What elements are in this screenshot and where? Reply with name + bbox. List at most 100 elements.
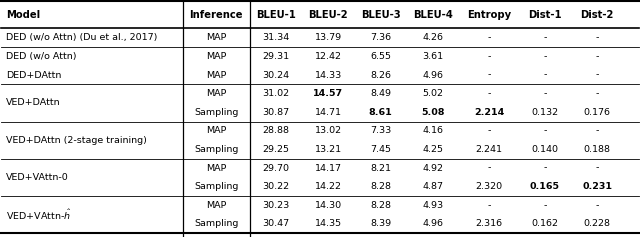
Text: 0.176: 0.176 [584, 108, 611, 117]
Text: 0.188: 0.188 [584, 145, 611, 154]
Text: Sampling: Sampling [194, 108, 239, 117]
Text: -: - [543, 126, 547, 135]
Text: 4.87: 4.87 [422, 182, 444, 191]
Text: -: - [543, 71, 547, 80]
Text: 14.35: 14.35 [315, 219, 342, 228]
Text: Model: Model [6, 9, 40, 20]
Text: -: - [543, 89, 547, 98]
Text: 2.316: 2.316 [476, 219, 502, 228]
Text: -: - [595, 201, 599, 210]
Text: 0.162: 0.162 [531, 219, 558, 228]
Text: -: - [487, 89, 491, 98]
Text: 2.320: 2.320 [476, 182, 502, 191]
Text: 28.88: 28.88 [262, 126, 289, 135]
Text: 0.231: 0.231 [582, 182, 612, 191]
Text: -: - [543, 33, 547, 42]
Text: 5.08: 5.08 [421, 108, 445, 117]
Text: 0.228: 0.228 [584, 219, 611, 228]
Text: -: - [543, 201, 547, 210]
Text: -: - [487, 126, 491, 135]
Text: 7.45: 7.45 [370, 145, 391, 154]
Text: BLEU-1: BLEU-1 [256, 9, 296, 20]
Text: 7.33: 7.33 [370, 126, 391, 135]
Text: -: - [595, 164, 599, 173]
Text: 13.02: 13.02 [315, 126, 342, 135]
Text: Sampling: Sampling [194, 219, 239, 228]
Text: 14.71: 14.71 [315, 108, 342, 117]
Text: 31.02: 31.02 [262, 89, 289, 98]
Text: -: - [487, 164, 491, 173]
Text: 4.92: 4.92 [422, 164, 444, 173]
Text: 8.39: 8.39 [370, 219, 391, 228]
Text: -: - [487, 33, 491, 42]
Text: 8.26: 8.26 [370, 71, 391, 80]
Text: Dist-1: Dist-1 [528, 9, 562, 20]
Text: 29.70: 29.70 [262, 164, 289, 173]
Text: DED (w/o Attn): DED (w/o Attn) [6, 52, 76, 61]
Text: 4.93: 4.93 [422, 201, 444, 210]
Text: -: - [487, 52, 491, 61]
Text: 29.25: 29.25 [262, 145, 289, 154]
Text: 14.33: 14.33 [315, 71, 342, 80]
Text: 4.96: 4.96 [422, 219, 444, 228]
Text: 6.55: 6.55 [370, 52, 391, 61]
Text: 14.57: 14.57 [313, 89, 344, 98]
Text: 31.34: 31.34 [262, 33, 289, 42]
Text: 3.61: 3.61 [422, 52, 444, 61]
Text: 5.02: 5.02 [422, 89, 444, 98]
Text: Inference: Inference [189, 9, 243, 20]
Text: 4.96: 4.96 [422, 71, 444, 80]
Text: 8.21: 8.21 [370, 164, 391, 173]
Text: 14.17: 14.17 [315, 164, 342, 173]
Text: 0.140: 0.140 [531, 145, 558, 154]
Text: VED+DAttn: VED+DAttn [6, 98, 60, 107]
Text: 0.132: 0.132 [531, 108, 558, 117]
Text: Dist-2: Dist-2 [580, 9, 614, 20]
Text: 4.25: 4.25 [422, 145, 444, 154]
Text: 2.214: 2.214 [474, 108, 504, 117]
Text: Sampling: Sampling [194, 145, 239, 154]
Text: 30.87: 30.87 [262, 108, 289, 117]
Text: -: - [595, 126, 599, 135]
Text: 30.47: 30.47 [262, 219, 289, 228]
Text: 2.241: 2.241 [476, 145, 502, 154]
Text: 4.16: 4.16 [422, 126, 444, 135]
Text: 7.36: 7.36 [370, 33, 391, 42]
Text: MAP: MAP [206, 164, 227, 173]
Text: BLEU-3: BLEU-3 [361, 9, 401, 20]
Text: -: - [487, 201, 491, 210]
Text: 30.24: 30.24 [262, 71, 289, 80]
Text: MAP: MAP [206, 89, 227, 98]
Text: -: - [487, 71, 491, 80]
Text: 30.23: 30.23 [262, 201, 289, 210]
Text: 13.79: 13.79 [315, 33, 342, 42]
Text: VED+DAttn (2-stage training): VED+DAttn (2-stage training) [6, 136, 147, 145]
Text: 13.21: 13.21 [315, 145, 342, 154]
Text: 14.22: 14.22 [315, 182, 342, 191]
Text: 29.31: 29.31 [262, 52, 289, 61]
Text: -: - [595, 71, 599, 80]
Text: 0.165: 0.165 [530, 182, 560, 191]
Text: 12.42: 12.42 [315, 52, 342, 61]
Text: MAP: MAP [206, 71, 227, 80]
Text: -: - [543, 164, 547, 173]
Text: 14.30: 14.30 [315, 201, 342, 210]
Text: MAP: MAP [206, 201, 227, 210]
Text: -: - [595, 89, 599, 98]
Text: 8.61: 8.61 [369, 108, 392, 117]
Text: MAP: MAP [206, 33, 227, 42]
Text: -: - [595, 33, 599, 42]
Text: VED+VAttn-$\hat{h}$: VED+VAttn-$\hat{h}$ [6, 207, 71, 222]
Text: BLEU-2: BLEU-2 [308, 9, 348, 20]
Text: MAP: MAP [206, 126, 227, 135]
Text: BLEU-4: BLEU-4 [413, 9, 453, 20]
Text: 8.49: 8.49 [370, 89, 391, 98]
Text: VED+VAttn-0: VED+VAttn-0 [6, 173, 68, 182]
Text: 30.22: 30.22 [262, 182, 289, 191]
Text: DED (w/o Attn) (Du et al., 2017): DED (w/o Attn) (Du et al., 2017) [6, 33, 157, 42]
Text: Entropy: Entropy [467, 9, 511, 20]
Text: Sampling: Sampling [194, 182, 239, 191]
Text: DED+DAttn: DED+DAttn [6, 71, 61, 80]
Text: -: - [543, 52, 547, 61]
Text: 4.26: 4.26 [422, 33, 444, 42]
